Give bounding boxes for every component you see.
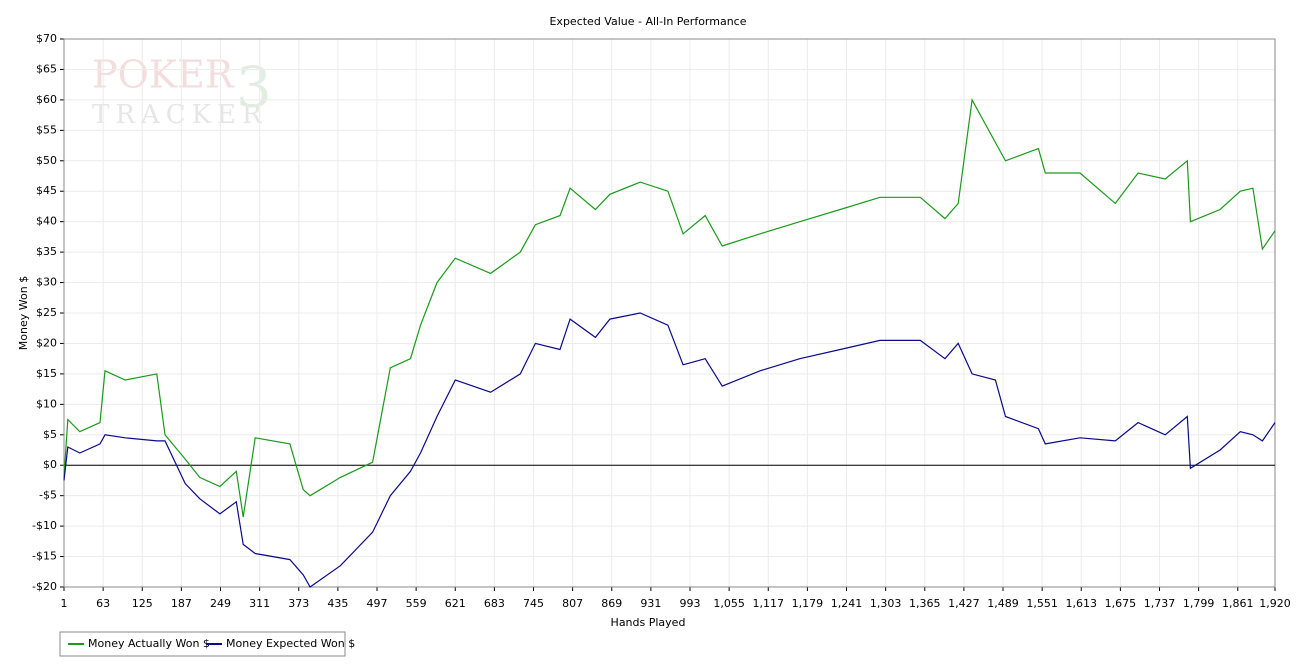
x-tick-label: 1,920 — [1259, 597, 1291, 610]
y-tick-label: $10 — [36, 397, 57, 410]
chart-title: Expected Value - All-In Performance — [549, 15, 746, 28]
x-tick-label: 1,365 — [909, 597, 941, 610]
x-tick-label: 187 — [171, 597, 192, 610]
x-tick-label: 373 — [288, 597, 309, 610]
x-axis-label: Hands Played — [611, 616, 686, 629]
y-tick-label: -$10 — [32, 519, 57, 532]
plot-frame — [63, 38, 1276, 588]
x-tick-label: 1,489 — [987, 597, 1019, 610]
y-tick-label: $65 — [36, 62, 57, 75]
series-line — [63, 98, 1276, 518]
y-tick-label: $15 — [36, 367, 57, 380]
x-tick-label: 1,613 — [1066, 597, 1098, 610]
x-tick-label: 1,427 — [948, 597, 980, 610]
y-tick-label: $30 — [36, 276, 57, 289]
x-tick-label: 1,055 — [713, 597, 745, 610]
x-tick-label: 63 — [96, 597, 110, 610]
x-tick-label: 311 — [249, 597, 270, 610]
y-tick-label: $45 — [36, 184, 57, 197]
x-tick-label: 1,117 — [753, 597, 785, 610]
x-tick-label: 1 — [61, 597, 68, 610]
y-tick-label: $70 — [36, 32, 57, 45]
x-tick-label: 1,799 — [1183, 597, 1215, 610]
x-tick-label: 1,737 — [1144, 597, 1176, 610]
x-tick-label: 125 — [132, 597, 153, 610]
y-tick-label: $25 — [36, 306, 57, 319]
y-tick-label: $50 — [36, 154, 57, 167]
y-tick-label: $40 — [36, 215, 57, 228]
x-tick-label: 807 — [562, 597, 583, 610]
watermark-text: TRACKER — [92, 100, 268, 130]
legend-box — [59, 631, 346, 657]
y-tick-label: $55 — [36, 123, 57, 136]
x-tick-label: 497 — [367, 597, 388, 610]
watermark-text: 3 — [236, 56, 272, 121]
y-tick-label: -$5 — [39, 489, 57, 502]
x-tick-label: 1,303 — [870, 597, 902, 610]
x-tick-label: 1,241 — [831, 597, 863, 610]
y-tick-label: $0 — [43, 458, 57, 471]
x-tick-label: 1,551 — [1026, 597, 1058, 610]
x-tick-label: 1,675 — [1105, 597, 1137, 610]
x-tick-label: 931 — [640, 597, 661, 610]
y-tick-label: $20 — [36, 336, 57, 349]
y-tick-label: -$20 — [32, 580, 57, 593]
watermark-text: POKER — [92, 53, 235, 97]
x-tick-label: 993 — [680, 597, 701, 610]
y-tick-label: -$15 — [32, 550, 57, 563]
y-tick-label: $35 — [36, 245, 57, 258]
x-tick-label: 745 — [523, 597, 544, 610]
legend-label: Money Expected Won $ — [226, 637, 355, 650]
x-tick-label: 869 — [601, 597, 622, 610]
series-line — [63, 312, 1276, 588]
x-tick-label: 683 — [484, 597, 505, 610]
y-axis-label: Money Won $ — [17, 276, 30, 350]
y-tick-label: $60 — [36, 93, 57, 106]
x-tick-label: 1,861 — [1222, 597, 1254, 610]
x-tick-label: 621 — [445, 597, 466, 610]
x-tick-label: 1,179 — [792, 597, 824, 610]
x-tick-label: 249 — [210, 597, 231, 610]
x-tick-label: 559 — [406, 597, 427, 610]
y-tick-label: $5 — [43, 428, 57, 441]
x-tick-label: 435 — [327, 597, 348, 610]
watermark: POKER TRACKER 3 — [92, 53, 272, 131]
legend-label: Money Actually Won $ — [88, 637, 210, 650]
